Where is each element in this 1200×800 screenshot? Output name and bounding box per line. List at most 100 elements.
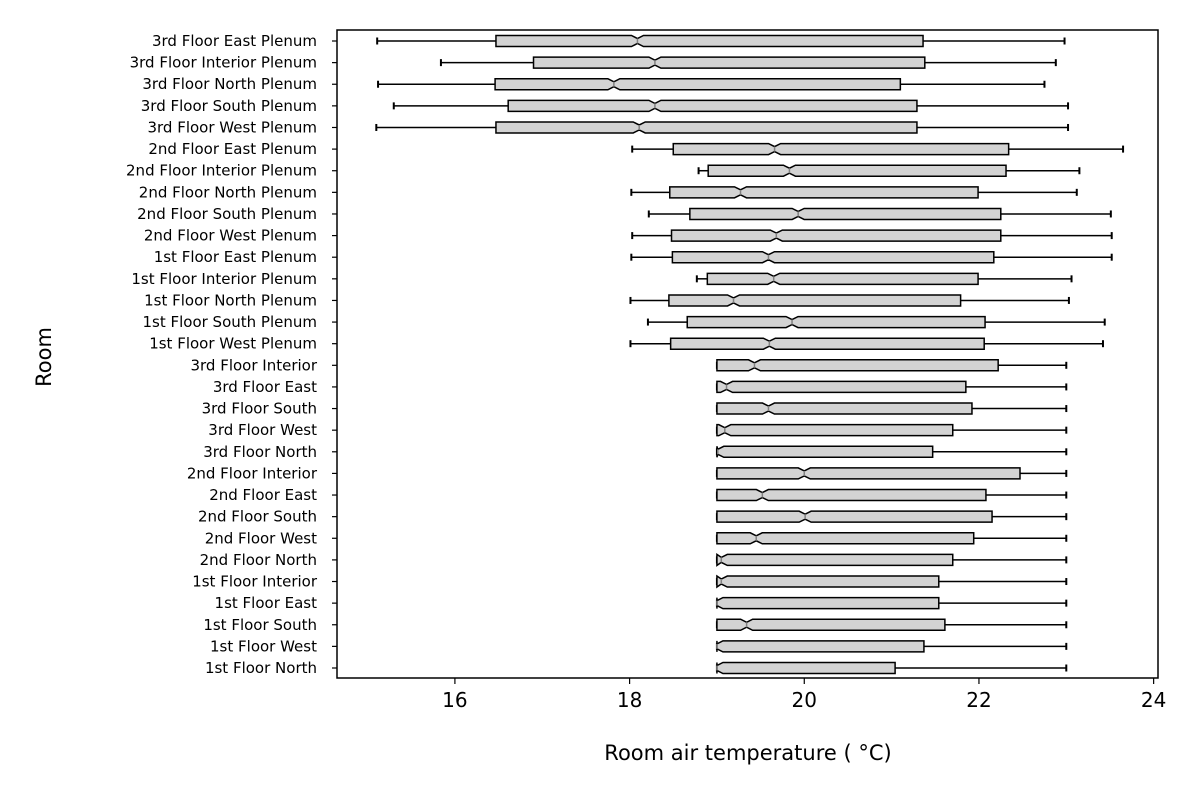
box-body: [668, 294, 962, 307]
box-body: [706, 272, 979, 286]
box-body: [689, 207, 1002, 221]
y-tick-label: 1st Floor East Plenum: [154, 248, 317, 266]
box-21: [715, 488, 1068, 502]
box-6: [697, 164, 1081, 177]
box-body: [716, 423, 954, 437]
box-22: [715, 510, 1068, 523]
x-tick-label: 18: [617, 688, 642, 712]
box-body: [716, 488, 987, 502]
y-tick-label: 1st Floor Interior Plenum: [131, 270, 317, 288]
box-1: [439, 56, 1057, 69]
y-tick-label: 2nd Floor North: [200, 551, 317, 569]
box-body: [672, 142, 1010, 156]
y-tick-label: 2nd Floor North Plenum: [139, 183, 317, 201]
box-body: [707, 164, 1007, 177]
x-tick-label: 22: [966, 688, 991, 712]
box-body: [716, 532, 975, 545]
box-15: [715, 359, 1068, 372]
y-tick-label: 1st Floor South Plenum: [142, 313, 317, 331]
y-tick-label: 1st Floor North Plenum: [144, 291, 317, 309]
box-body: [495, 34, 924, 48]
y-tick-label: 2nd Floor West: [205, 529, 317, 547]
y-tick-label: 3rd Floor North: [203, 443, 317, 461]
box-body: [716, 596, 940, 610]
y-tick-label: 2nd Floor South Plenum: [137, 205, 317, 223]
y-tick-label: 1st Floor North: [205, 659, 317, 677]
box-body: [716, 445, 934, 459]
y-tick-label: 3rd Floor West Plenum: [147, 118, 317, 136]
y-tick-label: 3rd Floor South Plenum: [141, 97, 317, 115]
box-body: [671, 250, 995, 264]
box-14: [629, 337, 1104, 350]
y-axis-label: Room: [32, 327, 56, 387]
y-tick-label: 3rd Floor Interior Plenum: [130, 54, 317, 72]
y-tick-label: 2nd Floor Interior Plenum: [126, 162, 317, 180]
y-axis-ticks: 3rd Floor East Plenum 3rd Floor Interior …: [126, 32, 337, 677]
box-body: [716, 467, 1021, 480]
box-body: [716, 510, 993, 523]
box-4: [375, 121, 1070, 134]
box-12: [629, 294, 1070, 307]
box-body: [495, 121, 918, 134]
box-8: [647, 207, 1112, 221]
y-tick-label: 3rd Floor South: [202, 400, 317, 418]
box-19: [715, 445, 1068, 459]
box-13: [646, 315, 1106, 329]
box-0: [376, 34, 1066, 48]
box-5: [631, 142, 1125, 156]
box-body: [670, 229, 1002, 242]
box-body: [716, 574, 940, 589]
box-24: [715, 552, 1068, 567]
y-tick-label: 1st Floor Interior: [192, 573, 318, 591]
y-tick-label: 1st Floor South: [203, 616, 317, 634]
box-11: [695, 272, 1073, 286]
plot-area: [375, 34, 1125, 675]
x-axis-ticks: 16 18 20 22 24: [442, 678, 1166, 712]
box-3: [392, 99, 1070, 113]
box-18: [715, 423, 1068, 437]
y-tick-label: 3rd Floor East Plenum: [152, 32, 317, 50]
y-tick-label: 3rd Floor East: [213, 378, 317, 396]
x-axis-label: Room air temperature ( °C): [604, 741, 891, 765]
box-body: [716, 380, 967, 394]
box-9: [631, 229, 1113, 242]
box-body: [716, 359, 999, 372]
box-body: [716, 402, 973, 415]
y-tick-label: 2nd Floor West Plenum: [144, 227, 317, 245]
box-2: [377, 77, 1046, 91]
y-tick-label: 1st Floor West: [210, 637, 317, 655]
box-26: [715, 596, 1068, 610]
box-27: [715, 618, 1068, 632]
y-tick-label: 2nd Floor East Plenum: [148, 140, 317, 158]
box-body: [669, 186, 979, 199]
box-body: [716, 618, 946, 632]
x-tick-label: 16: [442, 688, 467, 712]
y-tick-label: 1st Floor West Plenum: [149, 335, 317, 353]
box-body: [716, 661, 896, 675]
box-25: [715, 574, 1068, 589]
box-17: [715, 402, 1068, 415]
axes-frame: [336, 29, 1159, 679]
box-body: [686, 315, 986, 329]
box-body: [716, 552, 954, 567]
y-tick-label: 1st Floor East: [215, 594, 318, 612]
box-23: [715, 532, 1068, 545]
box-16: [715, 380, 1068, 394]
x-tick-label: 24: [1141, 688, 1166, 712]
y-tick-label: 3rd Floor West: [208, 421, 317, 439]
y-tick-label: 3rd Floor North Plenum: [142, 75, 317, 93]
box-body: [716, 640, 925, 653]
box-body: [494, 77, 902, 91]
box-10: [630, 250, 1113, 264]
x-tick-label: 20: [792, 688, 817, 712]
y-tick-label: 2nd Floor Interior: [187, 464, 318, 482]
box-body: [532, 56, 926, 69]
box-20: [715, 467, 1068, 480]
y-tick-label: 3rd Floor Interior: [190, 356, 317, 374]
y-tick-label: 2nd Floor South: [198, 508, 317, 526]
box-body: [669, 337, 985, 350]
box-7: [630, 186, 1078, 199]
box-body: [507, 99, 918, 113]
box-28: [715, 640, 1068, 653]
